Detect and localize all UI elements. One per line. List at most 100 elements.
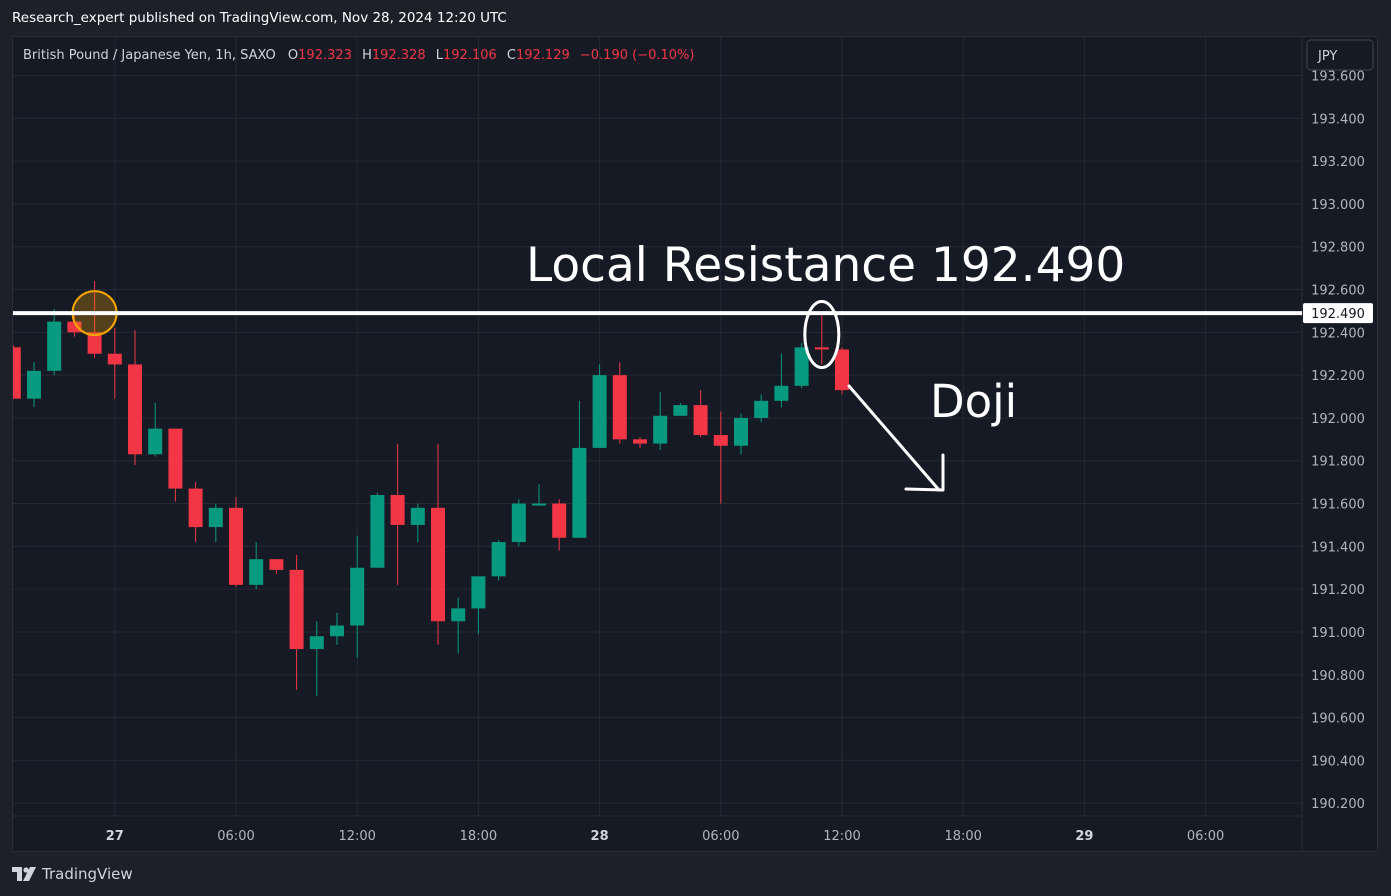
price-tick-label: 190.600 [1311, 712, 1365, 727]
candle-body [572, 447, 587, 538]
candle-body [814, 347, 829, 350]
candle[interactable] [410, 503, 425, 543]
candle[interactable] [471, 576, 486, 635]
candle[interactable] [249, 542, 264, 590]
candle-body [27, 370, 41, 399]
svg-text:British Pound / Japanese Yen,: British Pound / Japanese Yen, 1h, SAXO O… [23, 48, 694, 63]
candle-body [168, 428, 183, 489]
candle-body [188, 488, 203, 528]
candle[interactable] [511, 499, 526, 547]
candle-body [269, 559, 284, 570]
candle[interactable] [754, 394, 769, 423]
candle-body [148, 428, 163, 455]
svg-text:192.490: 192.490 [1311, 307, 1365, 322]
candle[interactable] [774, 353, 789, 408]
doji-highlight-ellipse [803, 299, 841, 369]
candle-body [289, 569, 304, 650]
candle-body [229, 507, 243, 585]
candle-body [794, 347, 809, 386]
candle-body [431, 507, 445, 622]
candle[interactable] [734, 413, 748, 455]
candle-body [350, 567, 365, 626]
candle-body [13, 347, 21, 399]
candle[interactable] [693, 390, 708, 438]
candle[interactable] [269, 559, 284, 575]
svg-text:JPY: JPY [1317, 49, 1337, 64]
price-tick-label: 193.600 [1311, 70, 1365, 85]
candle[interactable] [208, 503, 223, 543]
candle[interactable] [87, 280, 102, 359]
candle[interactable] [633, 437, 647, 448]
tradingview-logo-icon [12, 867, 36, 881]
candle[interactable] [107, 328, 122, 399]
price-tick-label: 190.200 [1311, 797, 1365, 812]
doji-label: Doji [930, 375, 1017, 428]
price-tick-label: 191.400 [1311, 540, 1365, 555]
candle[interactable] [148, 402, 163, 457]
candle[interactable] [128, 330, 142, 466]
candle-body [552, 503, 567, 538]
candle[interactable] [390, 443, 405, 585]
candle[interactable] [673, 402, 688, 416]
candle[interactable] [532, 484, 546, 506]
currency-button[interactable]: JPY [1306, 39, 1374, 71]
candle-body [330, 625, 344, 637]
candle-body [128, 364, 142, 455]
candle[interactable] [835, 347, 849, 395]
candle-body [774, 385, 789, 401]
candle[interactable] [653, 392, 668, 451]
candle[interactable] [350, 535, 365, 658]
candle-body [107, 353, 122, 365]
candle[interactable] [27, 362, 41, 408]
candle-body [633, 439, 647, 444]
candle-body [491, 542, 506, 577]
candle[interactable] [451, 597, 466, 654]
legend-symbol: British Pound / Japanese Yen, 1h, SAXO [23, 48, 276, 63]
candle[interactable] [370, 492, 385, 568]
candle-body [67, 321, 82, 333]
candle[interactable] [814, 313, 829, 365]
candlestick-chart[interactable]: 193.600 193.400 193.200 193.000 192.800 192.6… [13, 37, 1377, 851]
resistance-price-label: 192.490 [1303, 303, 1373, 324]
candle[interactable] [309, 621, 324, 697]
candle[interactable] [67, 313, 82, 337]
candle-body [471, 576, 486, 609]
price-tick-label: 192.000 [1311, 412, 1365, 427]
price-scale: 193.600 193.400 193.200 193.000 192.800 192.6… [1311, 70, 1365, 813]
candle[interactable] [612, 362, 627, 444]
candle[interactable] [794, 343, 809, 388]
time-tick-label: 06:00 [217, 829, 254, 844]
time-tick-label: 29 [1075, 829, 1093, 844]
candle-body [693, 405, 708, 436]
candle[interactable] [431, 443, 445, 645]
candle[interactable] [330, 612, 344, 645]
candle-body [754, 400, 769, 418]
candle[interactable] [713, 411, 728, 504]
price-tick-label: 190.800 [1311, 669, 1365, 684]
candle[interactable] [47, 308, 62, 376]
tradingview-logo[interactable]: TradingView [12, 865, 133, 883]
candle-body [532, 503, 546, 506]
price-tick-label: 192.400 [1311, 326, 1365, 341]
price-tick-label: 191.000 [1311, 626, 1365, 641]
candle[interactable] [13, 345, 21, 399]
candle[interactable] [188, 482, 203, 543]
ohlc-legend: British Pound / Japanese Yen, 1h, SAXO O… [23, 48, 694, 63]
candle[interactable] [168, 428, 183, 502]
candle[interactable] [491, 539, 506, 581]
time-tick-label: 06:00 [1187, 829, 1224, 844]
candle-body [451, 608, 466, 622]
candle[interactable] [552, 499, 567, 551]
candle-body [713, 435, 728, 446]
candle[interactable] [572, 400, 587, 538]
time-tick-label: 27 [106, 829, 124, 844]
time-tick-label: 12:00 [338, 829, 375, 844]
price-tick-label: 192.200 [1311, 369, 1365, 384]
time-tick-label: 06:00 [702, 829, 739, 844]
time-tick-label: 18:00 [944, 829, 981, 844]
candle[interactable] [592, 364, 607, 448]
time-tick-label: 18:00 [460, 829, 497, 844]
candle[interactable] [229, 497, 243, 588]
chart-panel[interactable]: 193.600 193.400 193.200 193.000 192.800 192.6… [12, 36, 1378, 852]
candle[interactable] [289, 554, 304, 690]
